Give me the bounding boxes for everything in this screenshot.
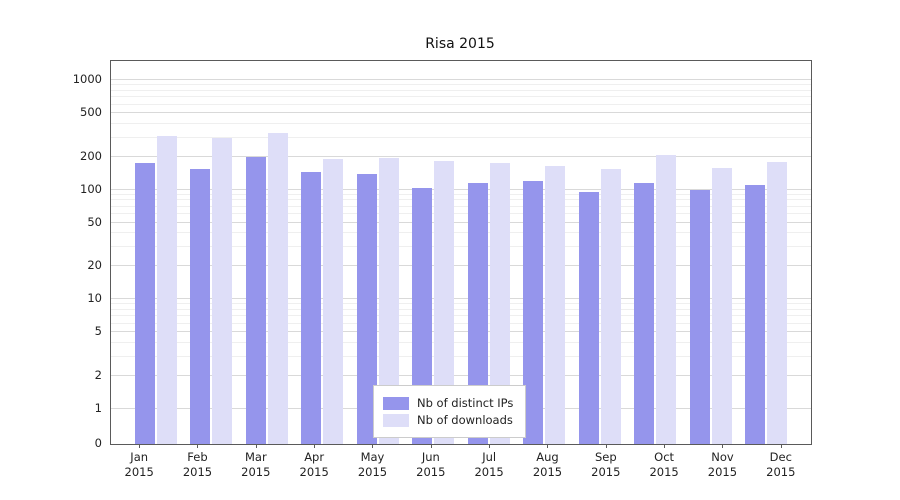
bar-distinct-ips-nov bbox=[689, 189, 710, 444]
x-tickmark bbox=[547, 444, 549, 448]
bar-downloads-may bbox=[378, 158, 399, 444]
bar-downloads-mar bbox=[267, 133, 288, 444]
y-tick-label: 5 bbox=[94, 324, 102, 339]
bar-downloads-sep bbox=[600, 169, 621, 444]
chart-title: Risa 2015 bbox=[425, 36, 495, 52]
x-tick-label: Oct 2015 bbox=[635, 444, 693, 480]
bar-distinct-ips-dec bbox=[745, 185, 765, 444]
bar-downloads-jan bbox=[157, 136, 177, 444]
minor-gridline bbox=[111, 213, 811, 215]
legend-swatch-downloads bbox=[383, 413, 409, 427]
x-tickmark bbox=[722, 444, 724, 448]
bar-distinct-ips-jan bbox=[135, 163, 155, 444]
x-tick-label: Dec 2015 bbox=[752, 444, 810, 480]
major-gridline bbox=[111, 155, 811, 157]
y-tick-label: 0 bbox=[94, 436, 102, 450]
major-gridline bbox=[111, 375, 811, 377]
x-tickmark bbox=[197, 444, 199, 448]
minor-gridline bbox=[111, 315, 811, 317]
bar-downloads-nov bbox=[711, 167, 732, 444]
y-tick-label: 100 bbox=[80, 181, 102, 196]
bar-downloads-apr bbox=[323, 159, 344, 444]
x-tickmark bbox=[430, 444, 432, 448]
bar-distinct-ips-oct bbox=[634, 183, 655, 444]
legend: Nb of distinct IPs Nb of downloads bbox=[373, 385, 527, 438]
major-gridline bbox=[111, 112, 811, 114]
minor-gridline bbox=[111, 303, 811, 305]
minor-gridline bbox=[111, 322, 811, 324]
x-tick-label: Jul 2015 bbox=[460, 444, 518, 480]
x-tick-label: Sep 2015 bbox=[577, 444, 635, 480]
bar-distinct-ips-jun bbox=[412, 187, 433, 444]
y-tick-label: 2 bbox=[94, 368, 102, 383]
x-tick-label: Apr 2015 bbox=[285, 444, 343, 480]
major-gridline bbox=[111, 265, 811, 267]
x-tickmark bbox=[489, 444, 491, 448]
bar-distinct-ips-sep bbox=[578, 192, 599, 444]
bar-downloads-feb bbox=[212, 137, 233, 444]
y-tick-label: 20 bbox=[87, 258, 102, 273]
minor-gridline bbox=[111, 84, 811, 86]
bar-distinct-ips-may bbox=[356, 173, 377, 444]
x-tickmark bbox=[605, 444, 607, 448]
legend-swatch-distinct-ips bbox=[383, 396, 409, 410]
x-tickmark bbox=[664, 444, 666, 448]
minor-gridline bbox=[111, 355, 811, 357]
minor-gridline bbox=[111, 193, 811, 195]
minor-gridline bbox=[111, 199, 811, 201]
bar-downloads-oct bbox=[656, 154, 677, 444]
y-tick-label: 1 bbox=[94, 401, 102, 415]
x-tick-label: Feb 2015 bbox=[168, 444, 226, 480]
bar-downloads-jun bbox=[434, 160, 455, 444]
bar-distinct-ips-jul bbox=[467, 183, 488, 444]
y-tick-label: 1000 bbox=[72, 72, 102, 87]
major-gridline bbox=[111, 221, 811, 223]
x-tick-label: Aug 2015 bbox=[518, 444, 576, 480]
legend-label-downloads: Nb of downloads bbox=[417, 413, 513, 427]
bar-distinct-ips-feb bbox=[190, 169, 211, 444]
plot-area: Nb of distinct IPs Nb of downloads bbox=[110, 60, 812, 445]
x-axis-labels: Jan 2015 Feb 2015 Mar 2015 Apr 2015 May 2015 Jun 20… bbox=[110, 444, 810, 480]
bar-downloads-dec bbox=[767, 161, 787, 444]
y-tick-label: 50 bbox=[87, 214, 102, 229]
x-tickmark bbox=[139, 444, 141, 448]
x-tick-label: Nov 2015 bbox=[693, 444, 751, 480]
minor-gridline bbox=[111, 122, 811, 124]
bar-downloads-jul bbox=[489, 163, 510, 444]
minor-gridline bbox=[111, 309, 811, 311]
y-tick-label: 10 bbox=[87, 291, 102, 306]
legend-label-distinct-ips: Nb of distinct IPs bbox=[417, 396, 514, 410]
y-tick-label: 200 bbox=[80, 148, 102, 163]
legend-item-distinct-ips: Nb of distinct IPs bbox=[383, 396, 513, 410]
x-tickmark bbox=[372, 444, 374, 448]
major-gridline bbox=[111, 79, 811, 81]
minor-gridline bbox=[111, 246, 811, 248]
minor-gridline bbox=[111, 89, 811, 91]
major-gridline bbox=[111, 188, 811, 190]
x-tickmark bbox=[780, 444, 782, 448]
major-gridline bbox=[111, 331, 811, 333]
x-tick-label: Jan 2015 bbox=[110, 444, 168, 480]
legend-item-downloads: Nb of downloads bbox=[383, 413, 513, 427]
minor-gridline bbox=[111, 103, 811, 105]
minor-gridline bbox=[111, 205, 811, 207]
bar-downloads-aug bbox=[545, 166, 566, 444]
x-tickmark bbox=[314, 444, 316, 448]
y-axis-labels: 0 1 2 5 10 20 50 100 200 500 1000 bbox=[0, 60, 102, 450]
x-tick-label: Jun 2015 bbox=[402, 444, 460, 480]
bar-distinct-ips-apr bbox=[301, 172, 322, 444]
minor-gridline bbox=[111, 342, 811, 344]
minor-gridline bbox=[111, 136, 811, 138]
minor-gridline bbox=[111, 96, 811, 98]
bar-distinct-ips-aug bbox=[523, 181, 544, 444]
major-gridline bbox=[111, 298, 811, 300]
minor-gridline bbox=[111, 232, 811, 234]
x-tick-label: May 2015 bbox=[343, 444, 401, 480]
x-tick-label: Mar 2015 bbox=[227, 444, 285, 480]
y-tick-label: 500 bbox=[80, 105, 102, 120]
x-tickmark bbox=[255, 444, 257, 448]
bar-distinct-ips-mar bbox=[245, 156, 266, 444]
